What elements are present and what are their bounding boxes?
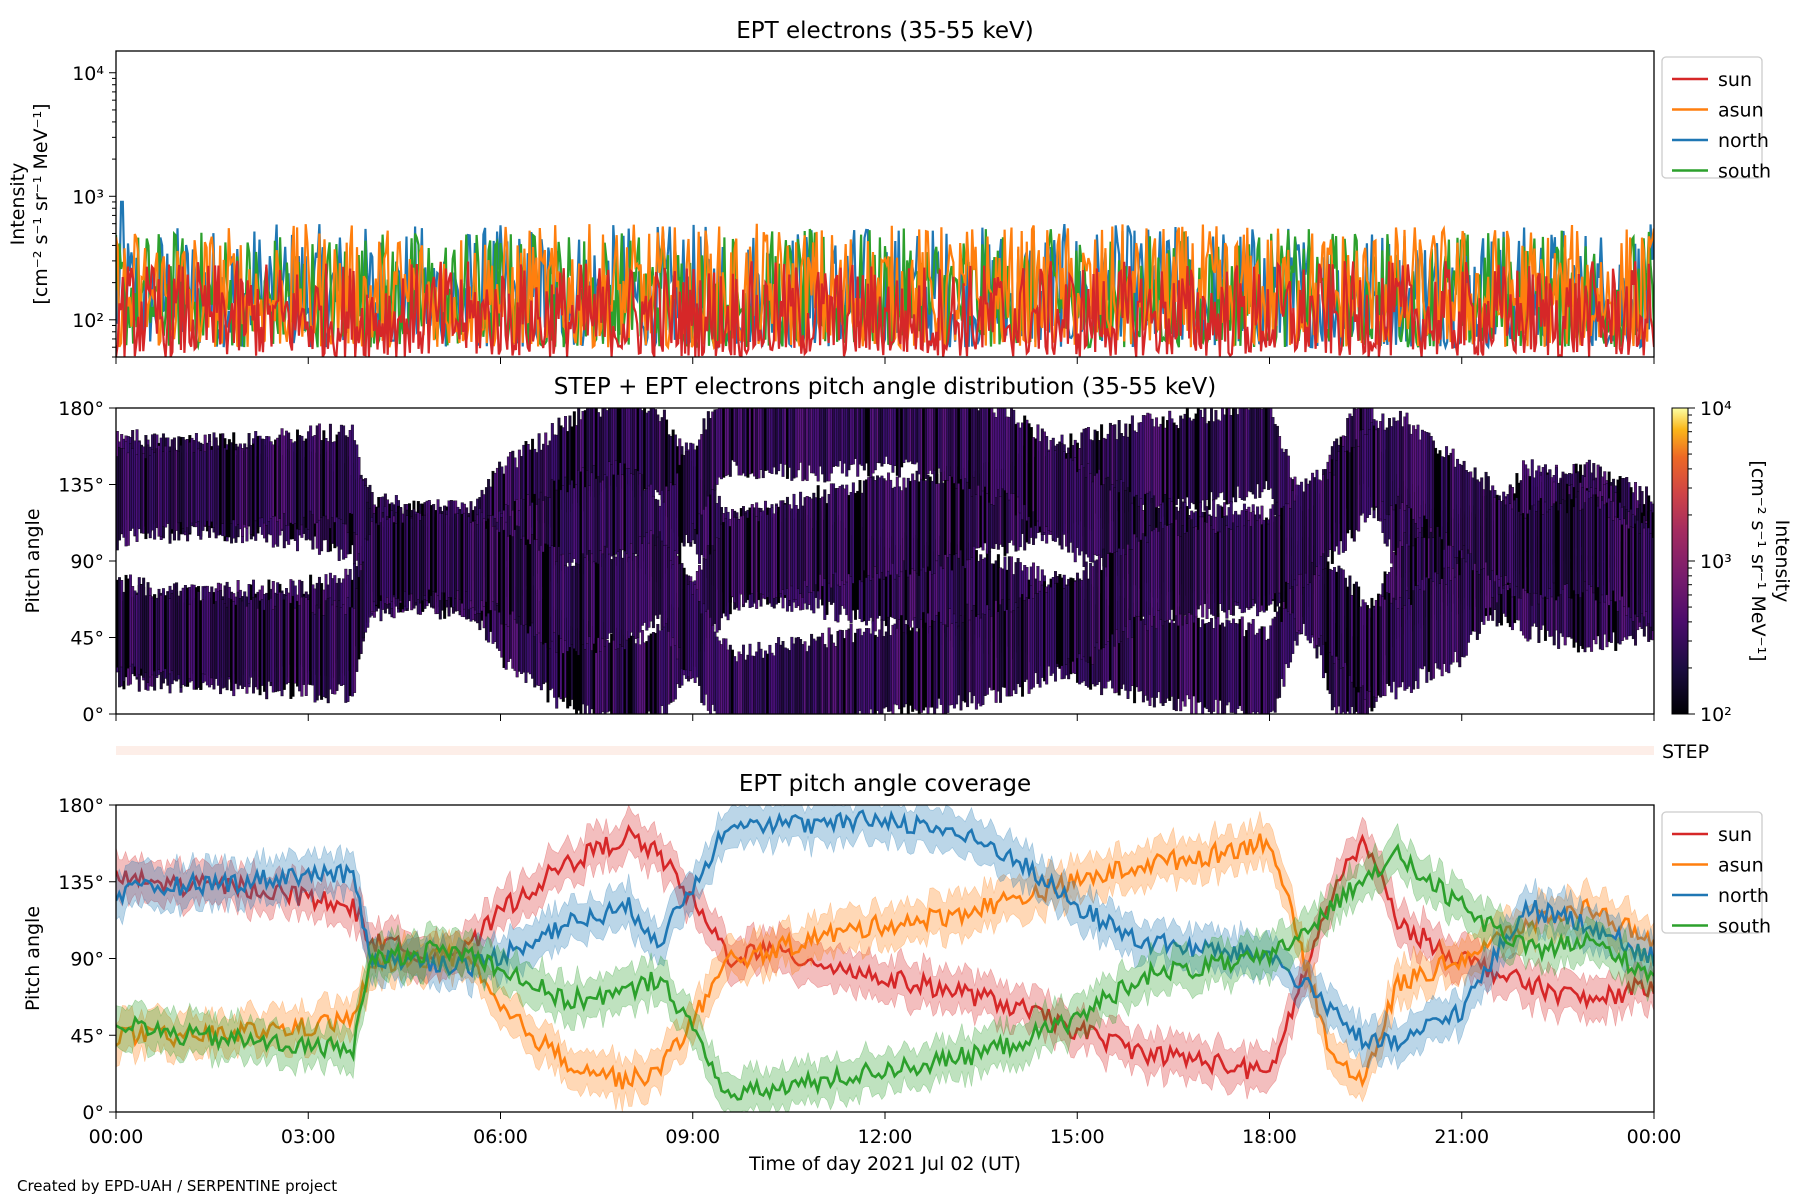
panel1-legend-label-north: north	[1718, 130, 1769, 152]
panel3-legend-label-sun: sun	[1718, 824, 1752, 846]
panel3-ytick-label: 0°	[82, 1102, 104, 1124]
panel2-heatmap	[116, 408, 1654, 714]
panel1-legend	[1661, 56, 1763, 179]
panel3-xtick-label: 18:00	[1242, 1126, 1297, 1148]
panel3-legend-label-north: north	[1718, 885, 1769, 907]
series-line-south	[116, 843, 1654, 1101]
panel3-xtick-label: 03:00	[281, 1126, 336, 1148]
panel3-legend-label-asun: asun	[1718, 855, 1764, 877]
panel1-legend-label-asun: asun	[1718, 100, 1764, 122]
panel3-xtick-label: 12:00	[858, 1126, 913, 1148]
panel2-title: STEP + EPT electrons pitch angle distrib…	[554, 374, 1216, 400]
step-strip-label: STEP	[1662, 741, 1709, 763]
panel1-ytick-label: 10²	[72, 310, 104, 332]
series-band-south	[116, 822, 1654, 1112]
panel3-xtick-label: 21:00	[1434, 1126, 1489, 1148]
series-line-north	[116, 809, 1654, 1053]
series-line-sun	[116, 823, 1654, 1080]
panel2-ytick-label: 180°	[58, 398, 104, 420]
panel3-title: EPT pitch angle coverage	[739, 771, 1031, 797]
colorbar	[1671, 407, 1689, 715]
panel2-ytick-label: 45°	[70, 628, 104, 650]
panel1-legend-label-sun: sun	[1718, 69, 1752, 91]
colorbar-label: Intensity	[1771, 520, 1793, 603]
panel3-xlabel: Time of day 2021 Jul 02 (UT)	[748, 1153, 1021, 1175]
panel3-legend-label-south: south	[1718, 916, 1771, 938]
panel1-ylabel-units: [cm⁻² s⁻¹ sr⁻¹ MeV⁻¹]	[30, 103, 52, 304]
panel2-ytick-label: 0°	[82, 704, 104, 726]
panel3-xtick-label: 09:00	[665, 1126, 720, 1148]
panel2-ytick-label: 135°	[58, 475, 104, 497]
panel3-ytick-label: 45°	[70, 1025, 104, 1047]
panel3-ytick-label: 90°	[70, 949, 104, 971]
panel1-plot-area	[116, 200, 1654, 357]
panel3-xtick-label: 15:00	[1050, 1126, 1105, 1148]
panel3-xtick-label: 00:00	[89, 1126, 144, 1148]
panel1-legend-label-south: south	[1718, 161, 1771, 183]
panel1-ytick-label: 10⁴	[72, 63, 104, 85]
colorbar-tick-label: 10³	[1700, 551, 1732, 573]
series-line-asun	[116, 223, 1654, 351]
series-band-north	[116, 805, 1654, 1071]
panel3-ytick-label: 135°	[58, 872, 104, 894]
panel3-plot-area	[116, 805, 1654, 1112]
colorbar-units: [cm⁻² s⁻¹ sr⁻¹ MeV⁻¹]	[1747, 460, 1769, 661]
colorbar-tick-label: 10²	[1700, 704, 1732, 726]
panel1-title: EPT electrons (35-55 keV)	[736, 18, 1033, 44]
panel2-ylabel: Pitch angle	[22, 508, 44, 613]
panel3-ylabel: Pitch angle	[22, 906, 44, 1011]
panel3-legend	[1661, 811, 1763, 934]
series-line-sun	[116, 260, 1654, 357]
panel1-ylabel: Intensity	[7, 163, 29, 246]
panel2-ytick-label: 90°	[70, 551, 104, 573]
panel1-ytick-label: 10³	[72, 186, 104, 208]
series-band-sun	[116, 805, 1654, 1100]
panel3-ytick-label: 180°	[58, 795, 104, 817]
colorbar-tick-label: 10⁴	[1700, 398, 1732, 420]
panel3-xtick-label: 00:00	[1627, 1126, 1682, 1148]
step-strip	[116, 746, 1654, 755]
credit-text: Created by EPD-UAH / SERPENTINE project	[17, 1177, 338, 1195]
panel3-xtick-label: 06:00	[473, 1126, 528, 1148]
